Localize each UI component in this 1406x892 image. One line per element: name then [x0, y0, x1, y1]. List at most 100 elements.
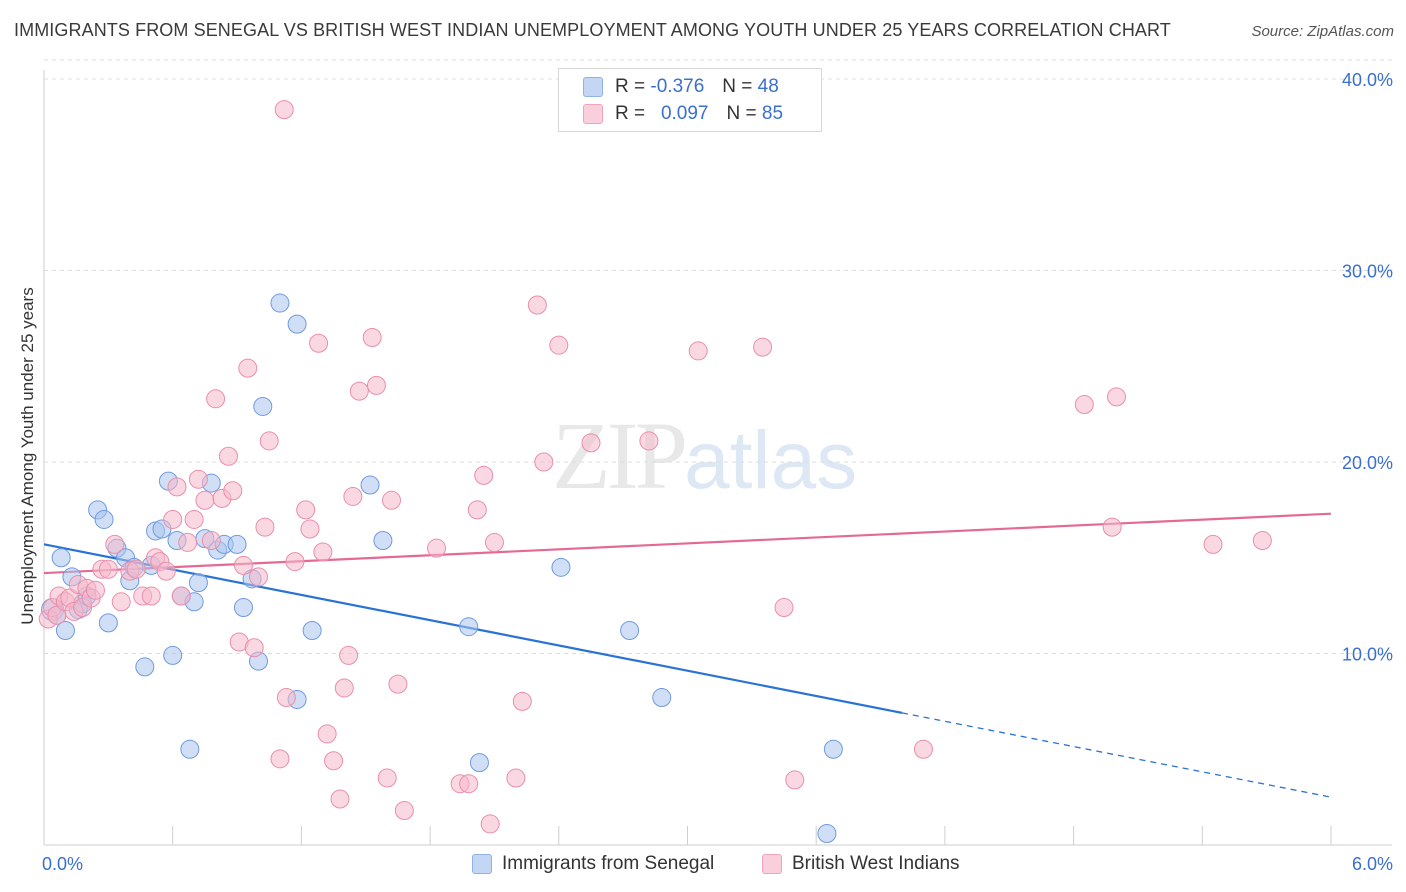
- point-bwi: [206, 389, 226, 409]
- y-tick-label: 30.0%: [1342, 262, 1393, 282]
- point-senegal: [817, 824, 837, 844]
- legend-swatch-senegal: [583, 77, 603, 97]
- bottom-legend-swatch-bwi: [762, 854, 782, 874]
- trend-lines: [43, 512, 1332, 798]
- point-senegal: [459, 617, 479, 637]
- point-bwi: [98, 559, 118, 579]
- x-tick-label: 0.0%: [42, 854, 83, 874]
- point-senegal: [551, 557, 571, 577]
- legend-swatch-bwi: [583, 104, 603, 124]
- point-bwi: [512, 691, 532, 711]
- legend-row-senegal: R = -0.376 N = 48: [583, 75, 779, 99]
- point-senegal: [302, 621, 322, 641]
- legend-row-bwi: R = 0.097 N = 85: [583, 102, 783, 126]
- point-senegal: [180, 739, 200, 759]
- chart-title: IMMIGRANTS FROM SENEGAL VS BRITISH WEST …: [14, 20, 1171, 40]
- point-bwi: [195, 490, 215, 510]
- y-tick-label: 20.0%: [1342, 453, 1393, 473]
- n-value-bwi: 85: [761, 103, 784, 124]
- point-bwi: [381, 490, 401, 510]
- watermark: ZIPatlas: [552, 402, 858, 509]
- point-senegal: [94, 509, 114, 529]
- point-bwi: [141, 586, 161, 606]
- point-bwi: [388, 674, 408, 694]
- point-bwi: [167, 477, 187, 497]
- point-bwi: [111, 592, 131, 612]
- point-bwi: [330, 789, 350, 809]
- point-bwi: [785, 770, 805, 790]
- y-axis-label: Unemployment Among Youth under 25 years: [18, 287, 37, 625]
- point-senegal: [188, 573, 208, 593]
- point-senegal: [55, 621, 75, 641]
- point-bwi: [300, 519, 320, 539]
- point-bwi: [1074, 395, 1094, 415]
- bottom-legend-bwi: British West Indians: [762, 852, 960, 876]
- point-bwi: [1252, 531, 1272, 551]
- point-bwi: [913, 739, 933, 759]
- point-bwi: [171, 586, 191, 606]
- bottom-legend-senegal: Immigrants from Senegal: [472, 852, 714, 876]
- point-bwi: [156, 561, 176, 581]
- point-bwi: [394, 801, 414, 821]
- r-value-senegal: -0.376: [650, 76, 705, 97]
- point-senegal: [360, 475, 380, 495]
- point-bwi: [274, 100, 294, 120]
- point-bwi: [324, 751, 344, 771]
- point-bwi: [270, 749, 290, 769]
- y-tick-label: 40.0%: [1342, 70, 1393, 90]
- point-bwi: [313, 542, 333, 562]
- point-senegal: [253, 396, 273, 416]
- point-bwi: [255, 517, 275, 537]
- point-bwi: [178, 532, 198, 552]
- point-bwi: [276, 688, 296, 708]
- point-bwi: [467, 500, 487, 520]
- point-bwi: [223, 481, 243, 501]
- point-bwi: [427, 538, 447, 558]
- point-bwi: [238, 358, 258, 378]
- point-bwi: [639, 431, 659, 451]
- point-bwi: [549, 335, 569, 355]
- point-bwi: [688, 341, 708, 361]
- point-senegal: [227, 534, 247, 554]
- r-value-bwi: 0.097: [660, 103, 709, 124]
- tick-labels: 10.0% 20.0% 30.0% 40.0% 0.0% 6.0%: [42, 70, 1393, 874]
- point-bwi: [309, 333, 329, 353]
- point-bwi: [480, 814, 500, 834]
- point-bwi: [259, 431, 279, 451]
- n-value-senegal: 48: [757, 76, 779, 97]
- point-bwi: [527, 295, 547, 315]
- point-senegal: [98, 613, 118, 633]
- point-bwi: [753, 337, 773, 357]
- point-senegal: [373, 531, 393, 551]
- point-bwi: [366, 375, 386, 395]
- source-credit: Source: ZipAtlas.com: [1251, 23, 1394, 40]
- point-bwi: [343, 486, 363, 506]
- point-bwi: [296, 500, 316, 520]
- point-bwi: [85, 580, 105, 600]
- point-senegal: [287, 314, 307, 334]
- point-bwi: [126, 559, 146, 579]
- point-senegal: [270, 293, 290, 313]
- point-bwi: [581, 433, 601, 453]
- point-senegal: [135, 657, 155, 677]
- data-points: [38, 100, 1272, 844]
- point-bwi: [534, 452, 554, 472]
- point-bwi: [233, 555, 253, 575]
- point-bwi: [377, 768, 397, 788]
- point-senegal: [652, 688, 672, 708]
- point-senegal: [233, 598, 253, 618]
- axes: [43, 70, 1392, 846]
- point-senegal: [51, 548, 71, 568]
- y-tick-label: 10.0%: [1342, 645, 1393, 665]
- point-bwi: [484, 532, 504, 552]
- point-bwi: [339, 645, 359, 665]
- x-tick-label: 6.0%: [1352, 854, 1393, 874]
- point-bwi: [1102, 517, 1122, 537]
- point-bwi: [334, 678, 354, 698]
- point-bwi: [317, 724, 337, 744]
- trend-line-senegal-extrapolated: [901, 712, 1332, 798]
- point-bwi: [506, 768, 526, 788]
- point-senegal: [469, 753, 489, 773]
- point-bwi: [188, 469, 208, 489]
- point-bwi: [774, 598, 794, 618]
